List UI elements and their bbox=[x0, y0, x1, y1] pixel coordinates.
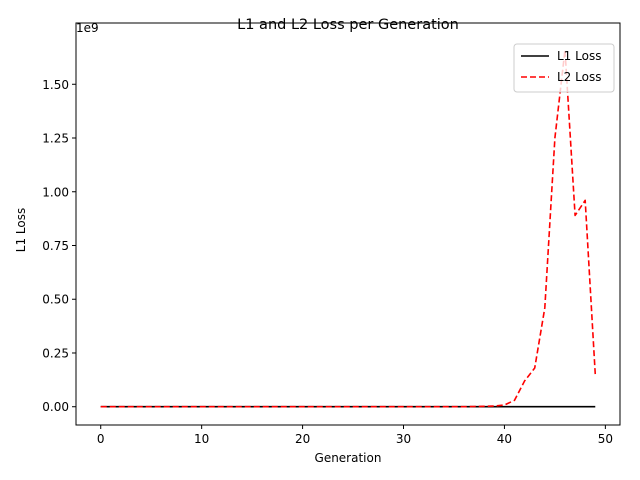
legend-label-l1: L1 Loss bbox=[557, 49, 601, 63]
x-axis-title: Generation bbox=[315, 451, 382, 465]
l2-loss-line bbox=[100, 49, 597, 408]
y-tick-label: 1.25 bbox=[42, 132, 69, 146]
y-tick-label: 0.50 bbox=[42, 293, 69, 307]
y-axis-title: L1 Loss bbox=[14, 208, 28, 252]
x-tick-label: 50 bbox=[598, 432, 613, 446]
y-tick-label: 1.00 bbox=[42, 185, 69, 199]
legend-label-l2: L2 Loss bbox=[557, 70, 601, 84]
x-tick-label: 30 bbox=[396, 432, 411, 446]
y-tick-label: 0.00 bbox=[42, 400, 69, 414]
y-offset-label: 1e9 bbox=[76, 21, 99, 35]
y-tick-label: 0.75 bbox=[42, 239, 69, 253]
plot-frame bbox=[75, 22, 621, 426]
series-lines bbox=[100, 49, 597, 408]
x-tick-label: 0 bbox=[97, 432, 105, 446]
x-tick-label: 10 bbox=[194, 432, 209, 446]
y-tick-label: 1.50 bbox=[42, 78, 69, 92]
x-tick-label: 40 bbox=[497, 432, 512, 446]
y-tick-label: 0.25 bbox=[42, 346, 69, 360]
chart-title: L1 and L2 Loss per Generation bbox=[237, 17, 459, 33]
axis-ticks: 0 10 20 30 40 50 0.00 0.25 0.50 0.75 1.00 1.25 1.50 bbox=[42, 78, 613, 446]
x-tick-label: 20 bbox=[295, 432, 310, 446]
legend: L1 Loss L2 Loss bbox=[513, 43, 615, 93]
